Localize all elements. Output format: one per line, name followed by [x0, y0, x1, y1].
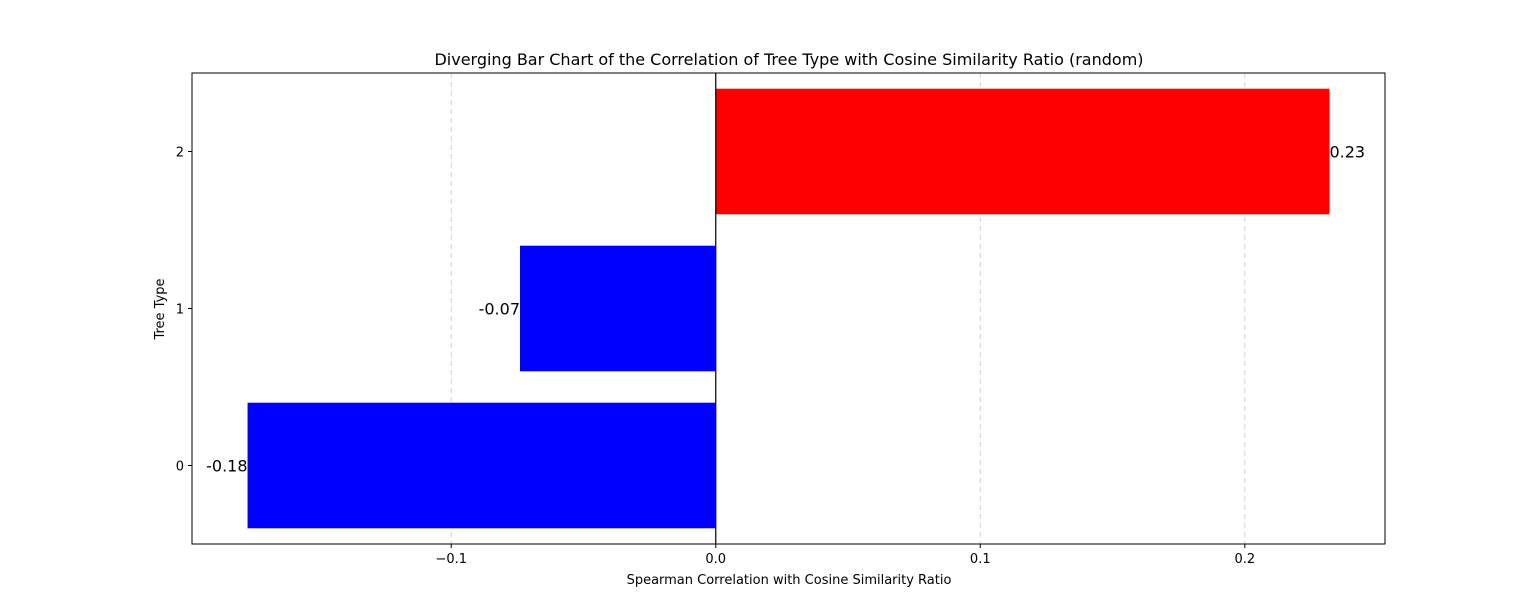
data-label-tree-type-1: -0.07 — [479, 300, 520, 319]
chart-title: Diverging Bar Chart of the Correlation o… — [434, 50, 1143, 69]
bar-tree-type-1 — [520, 245, 716, 372]
data-label-layer: -0.18 -0.07 0.23 — [206, 143, 1365, 476]
x-axis-label: Spearman Correlation with Cosine Similar… — [627, 573, 952, 588]
bar-tree-type-0 — [247, 402, 716, 529]
tick-layer: −0.1 0.0 0.1 0.2 0 1 2 — [176, 146, 1255, 568]
data-label-tree-type-0: -0.18 — [206, 457, 247, 476]
data-label-tree-type-2: 0.23 — [1329, 143, 1365, 162]
y-axis-label: Tree Type — [153, 278, 168, 340]
x-tick-label: −0.1 — [435, 552, 467, 567]
x-tick-label: 0.1 — [970, 552, 991, 567]
y-tick-label: 0 — [176, 460, 184, 475]
x-tick-label: 0.0 — [705, 552, 726, 567]
y-tick-label: 1 — [176, 303, 184, 318]
bar-tree-type-2 — [715, 88, 1330, 215]
x-tick-label: 0.2 — [1234, 552, 1255, 567]
y-tick-label: 2 — [176, 146, 184, 161]
bar-layer — [247, 88, 1330, 529]
